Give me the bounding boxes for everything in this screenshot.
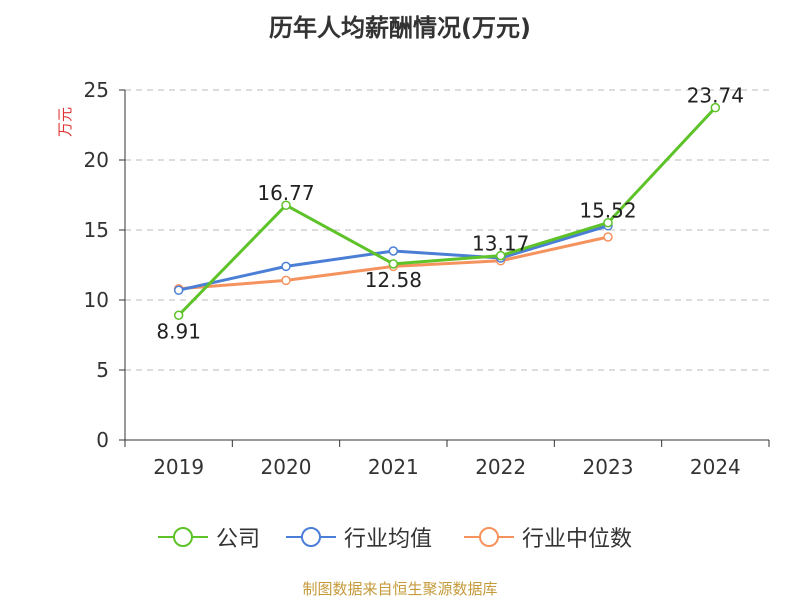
data-point-company [495, 250, 506, 261]
legend-item-industry-avg[interactable]: 行业均值 [286, 520, 432, 554]
data-label-company: 12.58 [365, 268, 422, 292]
legend-swatch-industry-avg [286, 527, 336, 547]
data-point-industry_avg [281, 261, 291, 272]
y-tick-label: 5 [96, 358, 109, 382]
data-point-company [388, 259, 399, 269]
y-tick-label: 25 [84, 78, 109, 102]
data-point-industry_avg [388, 246, 399, 256]
legend-label-company: 公司 [216, 527, 261, 552]
data-point-company [710, 102, 721, 113]
y-tick-label: 0 [96, 428, 109, 452]
legend-label-industry-avg: 行业均值 [344, 527, 433, 552]
legend-item-industry-median[interactable]: 行业中位数 [464, 520, 632, 554]
data-point-company [173, 310, 184, 321]
data-label-company: 23.74 [687, 84, 744, 108]
y-tick-label: 10 [84, 288, 109, 312]
data-point-company [281, 200, 291, 210]
data-point-industry_median [281, 275, 291, 286]
data-label-company: 15.52 [579, 199, 636, 223]
data-label-company: 16.77 [257, 181, 314, 205]
data-point-industry_avg [173, 285, 184, 295]
x-tick-label: 2024 [690, 455, 741, 479]
data-label-company: 8.91 [156, 319, 201, 343]
x-tick-label: 2019 [153, 455, 204, 479]
legend-swatch-company [158, 527, 208, 547]
data-point-company [603, 217, 613, 228]
x-tick-label: 2022 [475, 455, 526, 479]
legend-swatch-industry-median [464, 527, 514, 547]
legend: 公司 行业均值 行业中位数 [0, 520, 800, 554]
y-tick-label: 20 [84, 148, 109, 172]
x-tick-label: 2021 [368, 455, 419, 479]
data-label-company: 13.17 [472, 232, 529, 256]
series-line-company [177, 106, 717, 317]
data-source-note: 制图数据来自恒生聚源数据库 [302, 580, 498, 598]
y-tick-label: 15 [84, 218, 109, 242]
data-point-industry_median [603, 232, 613, 242]
y-axis-label: 万元 [56, 107, 74, 137]
legend-item-company[interactable]: 公司 [158, 520, 260, 554]
chart-title: 历年人均薪酬情况(万元) [269, 14, 531, 42]
legend-label-industry-median: 行业中位数 [522, 527, 633, 552]
x-tick-label: 2023 [583, 455, 634, 479]
x-tick-label: 2020 [261, 455, 312, 479]
